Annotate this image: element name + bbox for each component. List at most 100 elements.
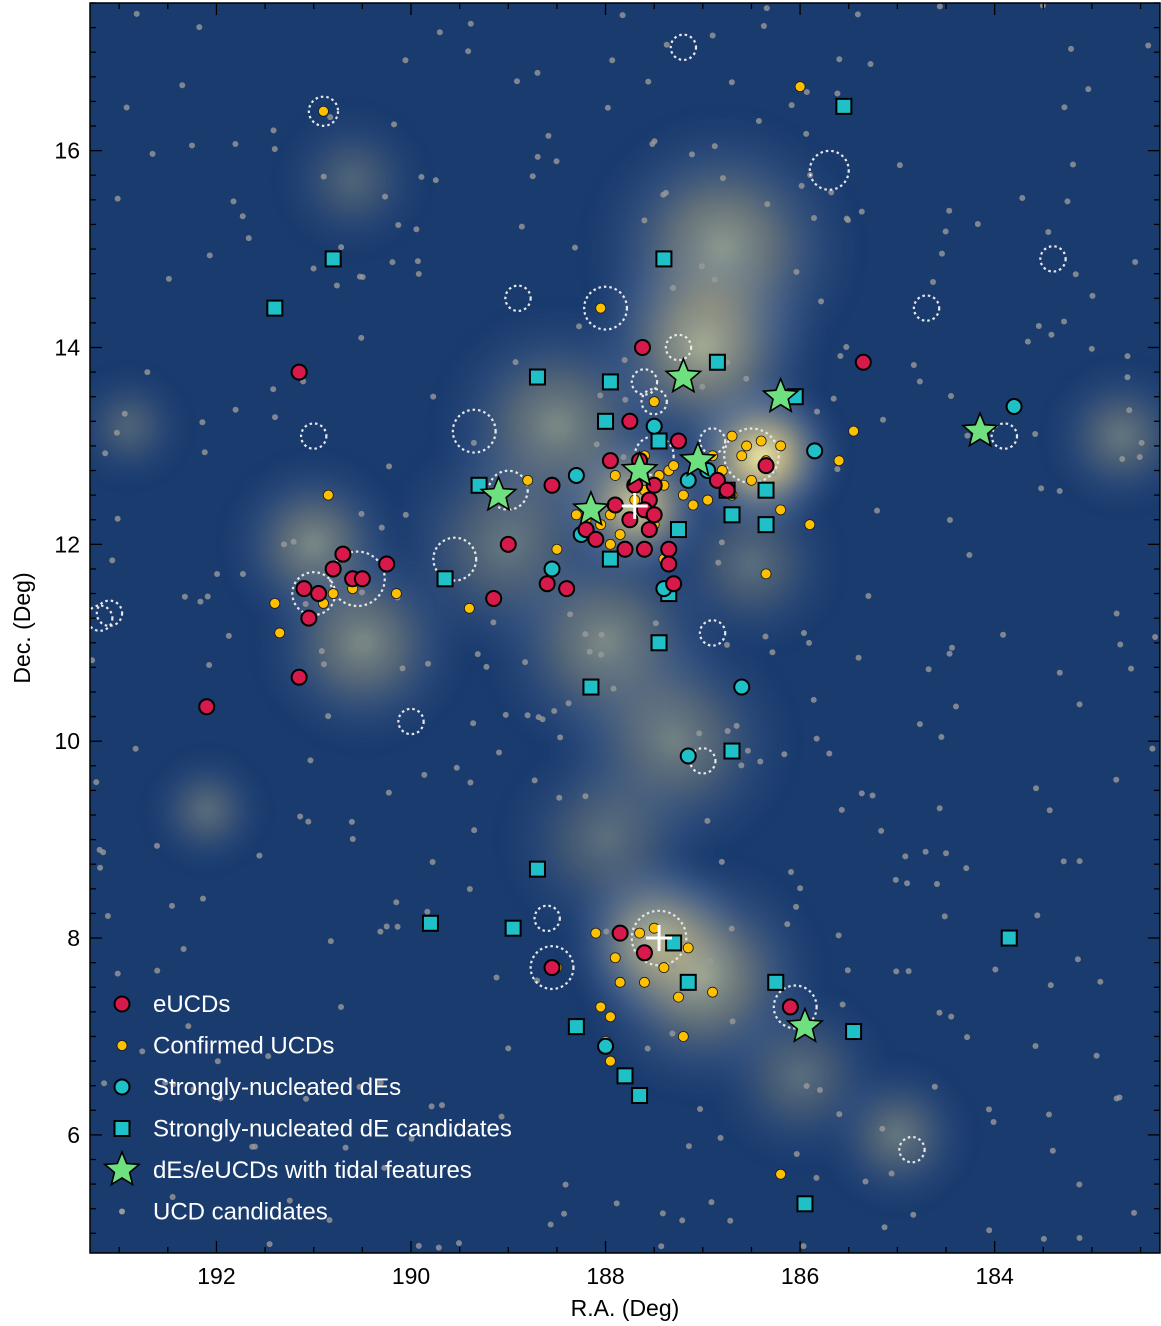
ucd-candidate-point [498,1113,505,1120]
confirmed-ucds-point [775,1168,787,1180]
ucd-candidate-point [1117,641,1124,648]
ucd-candidate-point [843,343,850,350]
ucd-candidate-point [803,1083,810,1090]
y-tick-label: 10 [54,728,80,754]
density-peak-16 [274,102,431,258]
ucd-candidate-point [232,141,239,148]
confirmed-ucds-point [639,976,650,988]
ucd-candidate-point [97,864,104,871]
des-eucds-with-tidal-features-point [678,440,718,477]
ucd-candidate-point [858,790,865,797]
eucds-point [854,353,872,371]
ucd-candidate-point [239,213,246,220]
ucd-candidate-point [534,153,541,160]
confirmed-ucds-point [746,474,757,486]
density-map [90,102,1160,1213]
ucd-candidate-point [879,1125,886,1132]
strongly-nucleated-de-candidates-point [582,678,600,696]
ucd-candidate-point [621,356,628,363]
confirmed-ucds-point [648,396,660,408]
ucd-candidate-point [531,777,538,784]
ucd-candidate-point [728,925,735,932]
ucd-candidate-point [1035,322,1042,329]
ucd-candidate-point [310,265,317,272]
ucd-candidate-point [698,263,705,270]
ucd-candidate-point [941,913,948,920]
legend-marker-ucd-candidates [119,1208,125,1215]
ucd-candidate-point [813,1174,820,1181]
ucd-candidate-point [305,818,312,825]
eucds-point [543,959,561,977]
ucd-candidate-point [904,880,911,887]
ucd-candidate-point [733,722,740,729]
ucd-candidate-point [814,408,821,415]
ucd-candidate-point [952,703,959,710]
ucd-candidate-point [816,1087,823,1094]
ucd-candidate-point [199,419,206,426]
ucd-candidate-point [717,1134,724,1141]
ucd-candidate-point [986,1227,993,1234]
ucd-candidate-point [651,138,658,145]
ucd-candidate-point [571,244,578,251]
ucd-candidate-point [836,56,843,63]
ucd-candidate-point [724,727,731,734]
ucd-candidate-point [826,750,833,757]
ucd-candidate-point [518,223,525,230]
ucd-candidate-point [1076,1181,1083,1188]
confirmed-ucds-point [327,588,339,599]
ucd-candidate-point [1131,1209,1138,1216]
dotted-circle-23 [397,707,425,736]
ucd-candidate-point [358,334,365,341]
confirmed-ucds-point [595,1001,607,1013]
des-eucds-with-tidal-features-point [960,411,1000,448]
legend-label-confirmed-ucds: Confirmed UCDs [153,1033,334,1060]
ucd-candidate-point [1040,1235,1047,1242]
dotted-circle-21 [95,599,124,627]
ucd-candidate-point [181,593,188,600]
ucd-candidate-point [1124,374,1131,381]
ucd-candidate-point [553,158,560,165]
ucd-candidate-point [763,5,770,12]
confirmed-ucds-point [794,81,806,93]
eucds-point [499,535,517,553]
x-tick-label: 184 [975,1263,1014,1289]
ucd-candidate-point [557,734,564,741]
ucd-candidate-point [432,177,439,184]
ucd-candidate-point [139,1048,146,1055]
plot-frame [89,2,1161,1254]
des-eucds-with-tidal-features-point [620,450,659,487]
ucd-candidate-point [1149,745,1156,752]
ucd-candidate-point [230,198,237,205]
strongly-nucleated-de-candidates-point [679,973,697,991]
ucd-candidate-point [835,932,842,939]
ucd-candidate-point [356,1083,363,1090]
ucd-candidate-point [165,275,172,282]
ucd-candidate-point [424,908,431,915]
plot-area [90,3,1160,1253]
strongly-nucleated-de-candidates-point [601,373,619,391]
ucd-candidate-point [425,660,432,667]
ucd-candidate-point [1076,858,1083,865]
ucd-candidate-point [430,393,437,400]
dotted-circle-5 [583,285,629,331]
ucd-candidate-point [280,541,287,548]
ucd-candidate-point [377,1079,384,1086]
eucds-point [616,540,634,558]
ucd-candidate-point [435,1244,442,1251]
ucd-candidate-point [512,359,519,366]
ucd-candidate-point [933,881,940,888]
ucd-candidate-point [389,259,396,266]
ucd-candidate-point [803,130,810,137]
ucd-candidate-point [114,515,121,522]
eucds-point [295,580,313,598]
confirmed-ucds-point [391,588,402,599]
ucd-candidate-point [439,1102,446,1109]
eucds-point [558,580,576,598]
strongly-nucleated-des-point [806,442,824,460]
ucd-candidate-point [813,735,820,742]
ucd-candidate-point [378,524,385,531]
ucd-candidate-point [1119,455,1126,462]
confirmed-ucds-point [702,494,714,506]
ucd-candidate-point [1034,912,1041,919]
dotted-circle-8 [630,368,659,396]
